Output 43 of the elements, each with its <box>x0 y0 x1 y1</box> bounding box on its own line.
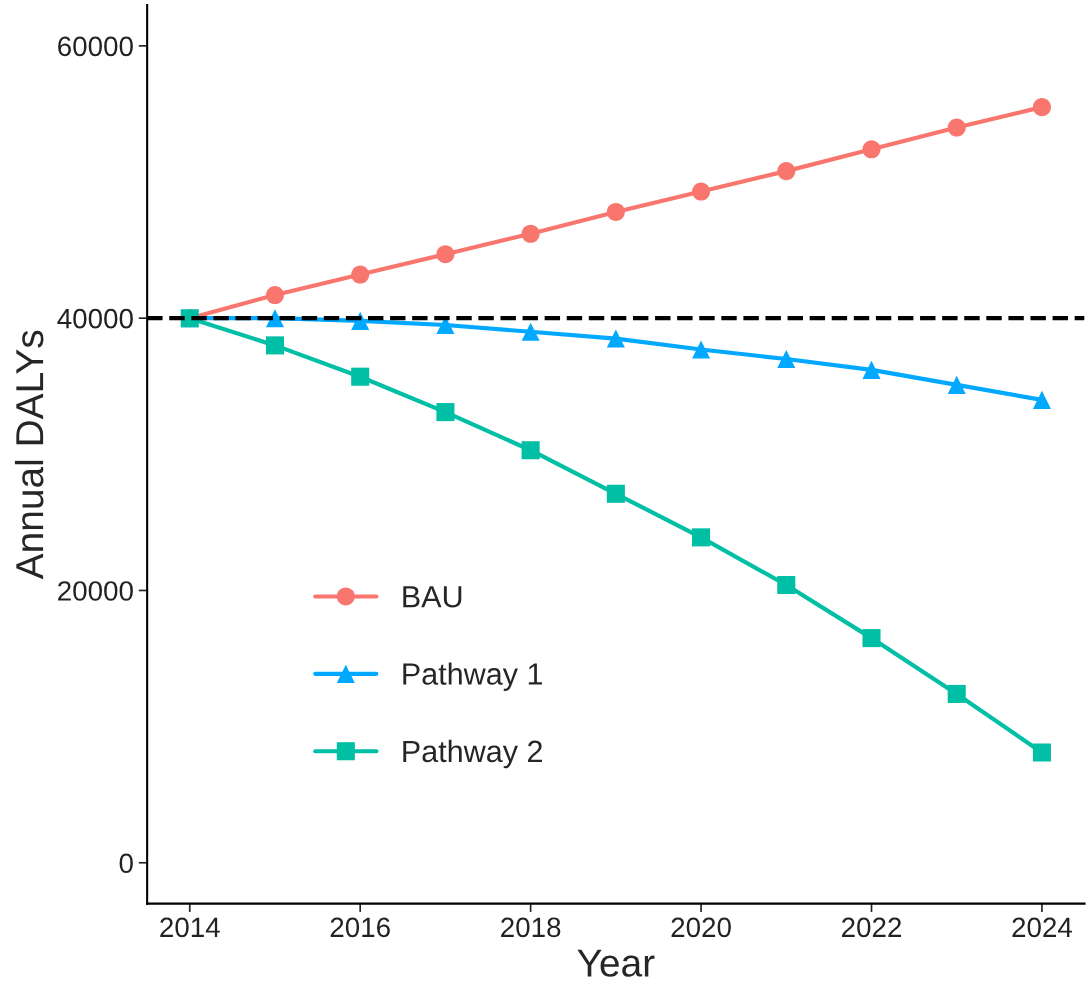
x-tick-label: 2016 <box>330 917 390 938</box>
legend-label: Pathway 1 <box>403 662 542 691</box>
point <box>606 329 625 348</box>
x-tick-label: 2020 <box>671 917 731 938</box>
point <box>521 441 540 460</box>
point <box>1032 390 1051 409</box>
point <box>351 367 370 386</box>
point <box>947 684 966 703</box>
point <box>947 375 966 394</box>
y-axis-title: Annual DALYs <box>14 330 44 580</box>
point <box>436 245 455 264</box>
y-tick-label: 20000 <box>58 581 133 601</box>
point <box>862 360 881 379</box>
point <box>1032 98 1051 117</box>
point <box>777 349 796 369</box>
point <box>521 322 540 341</box>
point <box>436 403 455 422</box>
y-tick-label: 40000 <box>57 308 133 329</box>
point <box>692 182 711 201</box>
point <box>777 575 796 595</box>
point <box>947 118 966 137</box>
x-tick-label: 2014 <box>160 917 220 938</box>
point <box>606 484 625 503</box>
legend-label: Pathway 2 <box>403 739 542 769</box>
point <box>1032 743 1051 762</box>
x-axis-title: Year <box>577 949 655 977</box>
point <box>692 528 711 547</box>
point <box>351 265 370 284</box>
x-tick-label: 2018 <box>501 917 561 938</box>
point <box>265 285 285 305</box>
point <box>862 629 881 648</box>
point <box>777 162 796 181</box>
point <box>862 140 881 159</box>
legend-label: BAU <box>403 586 462 608</box>
x-tick-label: 2024 <box>1012 917 1073 938</box>
x-tick-label: 2022 <box>842 917 902 938</box>
point <box>265 309 285 328</box>
y-tick-label: 0 <box>119 853 133 874</box>
point <box>265 336 285 355</box>
point <box>692 340 711 359</box>
y-tick-label: 60000 <box>58 36 133 57</box>
point <box>521 224 540 243</box>
point <box>606 202 625 221</box>
